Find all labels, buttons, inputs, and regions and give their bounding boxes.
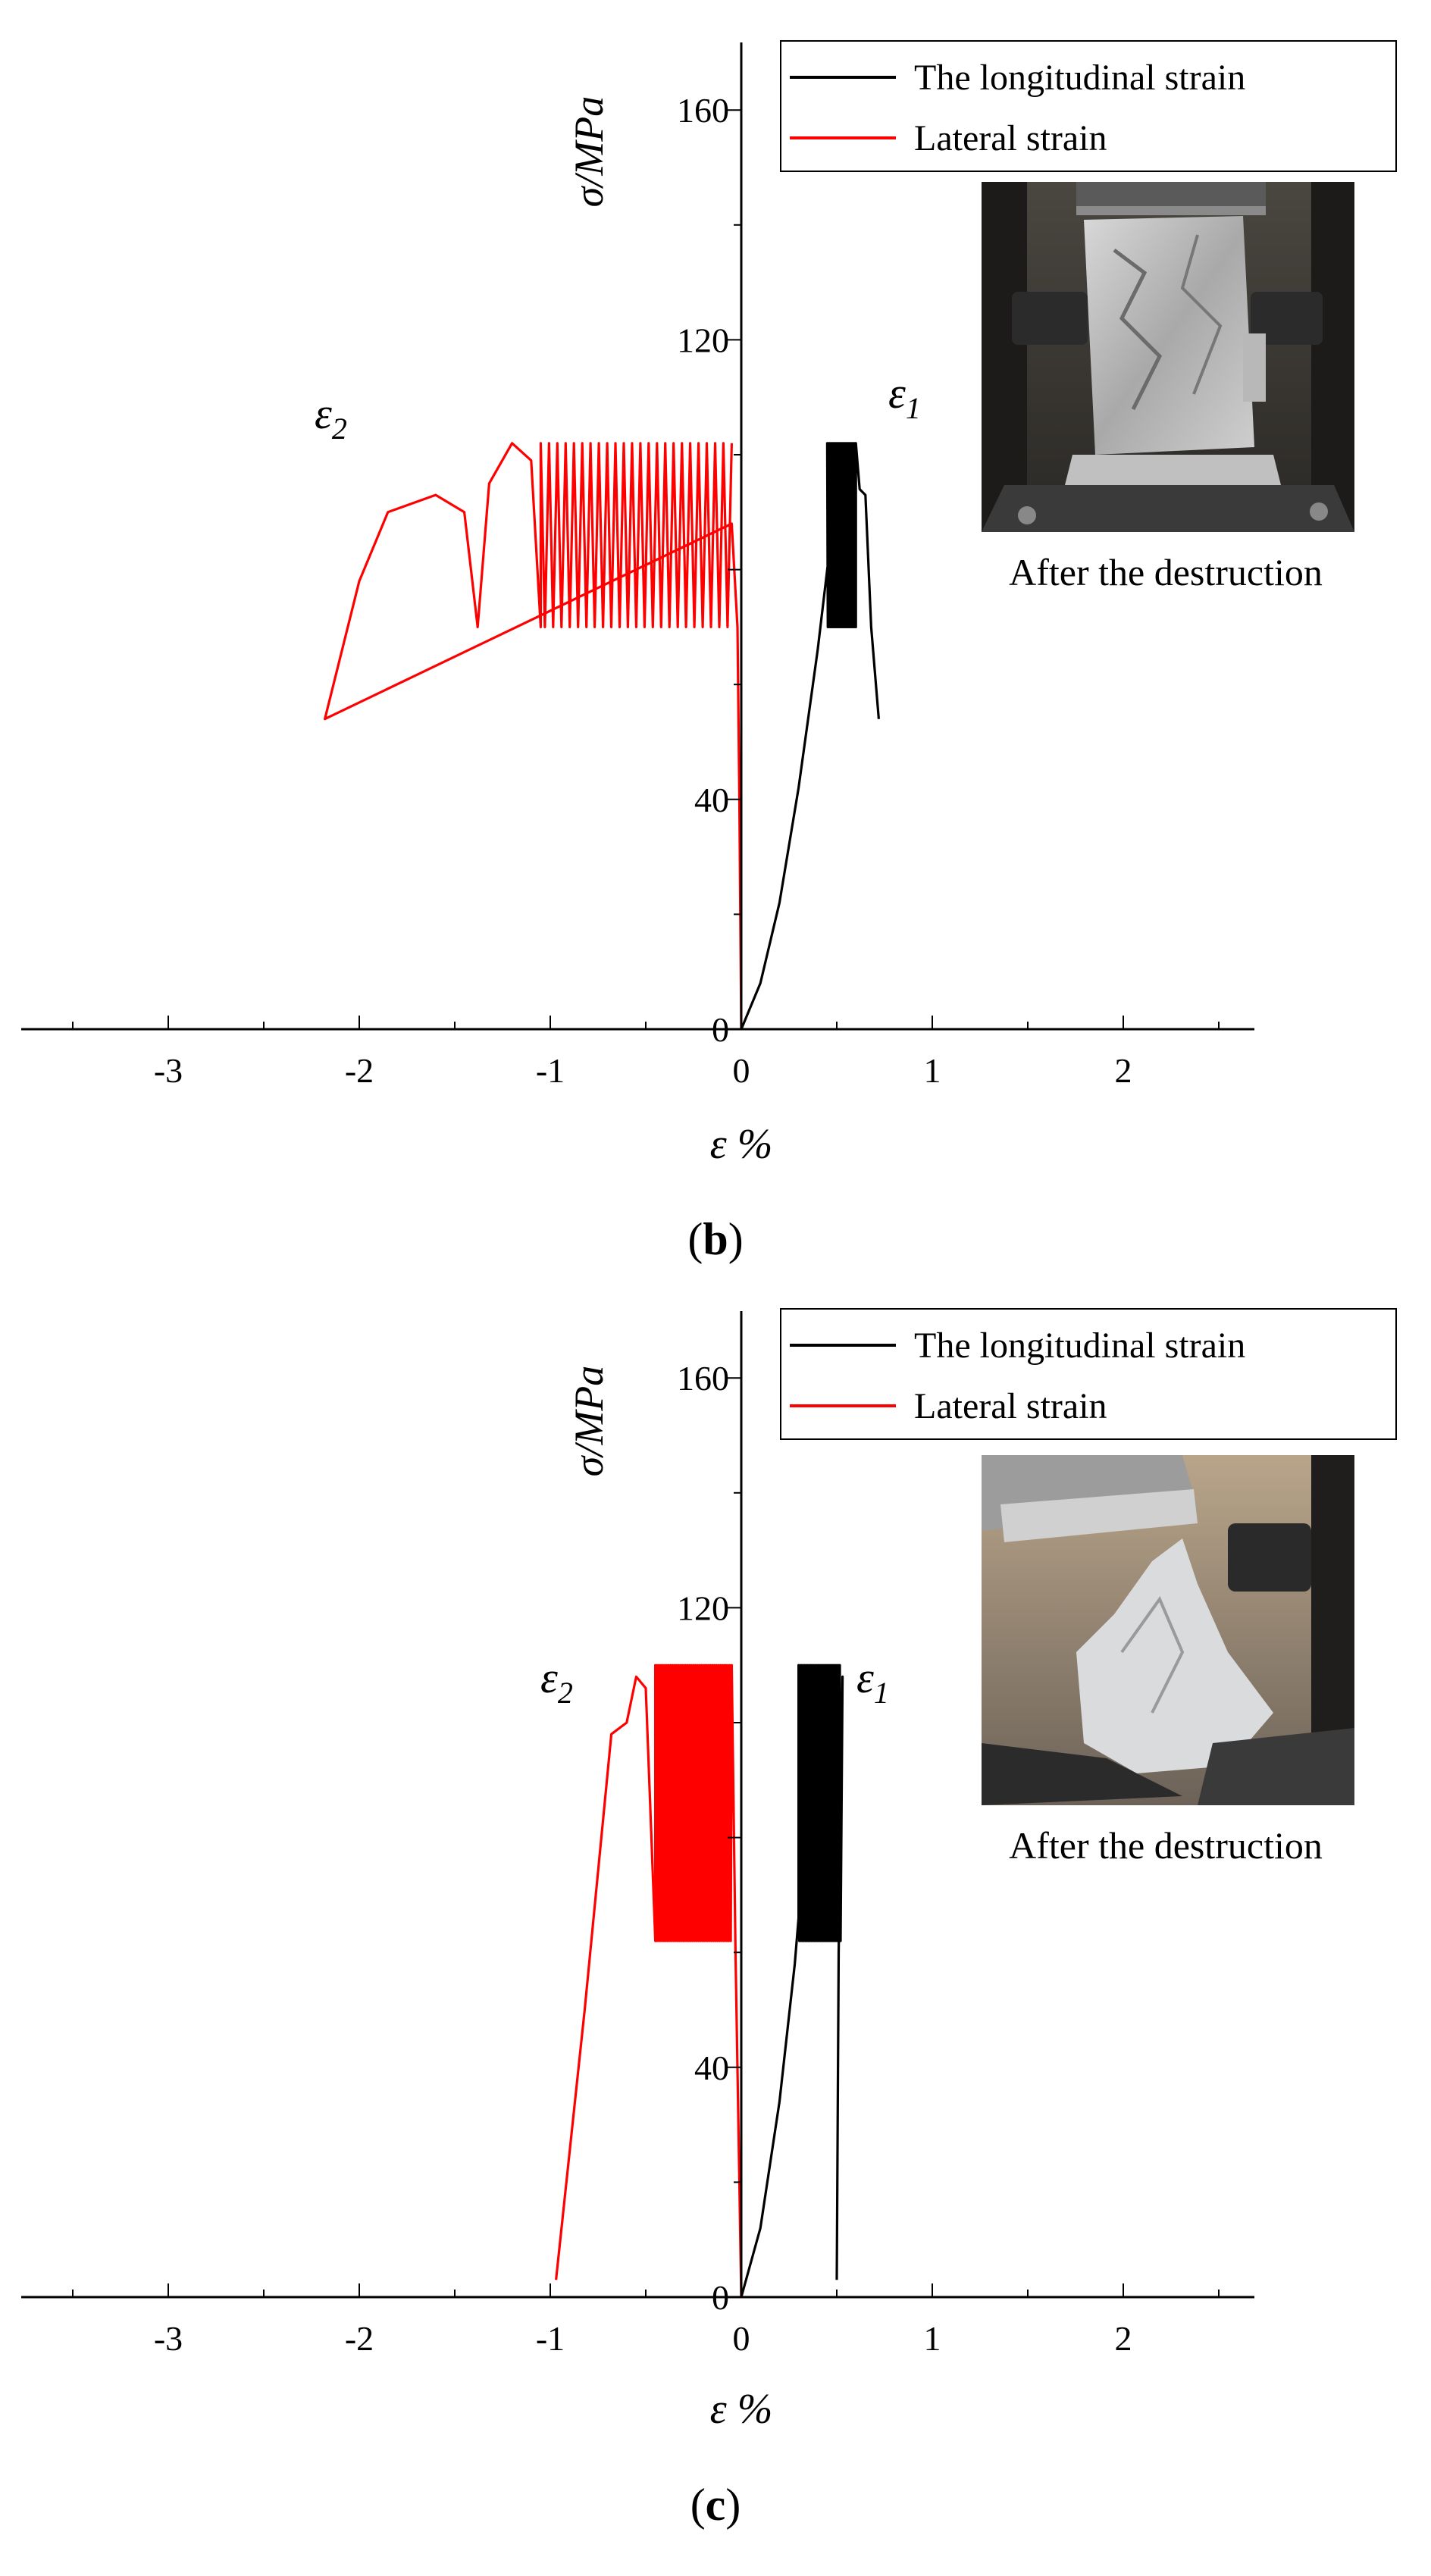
series-line-lateral (324, 442, 743, 1030)
annotation-epsilon-1: ε1 (856, 1653, 889, 1710)
x-tick-label: -2 (345, 2319, 374, 2358)
x-tick-label: 1 (924, 2319, 941, 2358)
panel-label: (b) (687, 1214, 743, 1264)
annotation-epsilon-2: ε2 (540, 1653, 573, 1710)
series-layer (555, 1664, 844, 2298)
legend-label-longitudinal: The longitudinal strain (914, 58, 1245, 98)
legend-label-lateral: Lateral strain (914, 118, 1107, 158)
inset-caption: After the destruction (1009, 1824, 1323, 1867)
y-axis-ticks: 0 40 120 160 (677, 91, 741, 1049)
y-tick-label: 40 (694, 781, 729, 819)
legend: The longitudinal strain Lateral strain (780, 1308, 1397, 1440)
panel-letter: c (706, 2480, 726, 2530)
x-axis-ticks: -3 -2 -1 0 1 2 (72, 1016, 1220, 1090)
legend: The longitudinal strain Lateral strain (780, 40, 1397, 172)
y-axis-label: σ/MPa (566, 1366, 612, 1477)
x-tick-label: -1 (536, 2319, 565, 2358)
y-axis-label: σ/MPa (566, 96, 612, 208)
x-tick-label: -1 (536, 1051, 565, 1090)
series-layer (324, 442, 880, 1030)
x-axis-ticks: -3 -2 -1 0 1 2 (72, 2283, 1220, 2358)
y-tick-label: 0 (712, 2278, 729, 2317)
panel-letter: b (703, 1214, 728, 1264)
chart-panel-b: -3 -2 -1 0 1 2 0 40 120 160 σ/MPa ε % ε2 ε1 The … (21, 40, 1397, 1264)
series-line-longitudinal (740, 1664, 844, 2298)
inset-photo-after-destruction (982, 1455, 1354, 1805)
inset-photo-after-destruction (982, 182, 1354, 532)
y-axis-ticks: 0 40 120 160 (677, 1359, 741, 2317)
y-tick-label: 0 (712, 1010, 729, 1049)
panel-label: (c) (690, 2480, 741, 2530)
x-axis-label: ε % (710, 2386, 773, 2433)
series-line-lateral (555, 1664, 743, 2298)
legend-label-lateral: Lateral strain (914, 1386, 1107, 1426)
x-tick-label: -2 (345, 1051, 374, 1090)
series-line-longitudinal (740, 442, 880, 1030)
x-axis-label: ε % (710, 1121, 773, 1168)
annotation-epsilon-2: ε2 (315, 389, 347, 446)
x-tick-label: -3 (154, 2319, 183, 2358)
x-tick-label: 2 (1115, 1051, 1132, 1090)
x-tick-label: -3 (154, 1051, 183, 1090)
legend-box (780, 40, 1397, 172)
y-tick-label: 120 (677, 321, 729, 359)
y-tick-label: 40 (694, 2049, 729, 2087)
x-tick-label: 0 (733, 1051, 750, 1090)
annotation-epsilon-1: ε1 (888, 368, 921, 425)
y-tick-label: 160 (677, 1359, 729, 1398)
x-tick-label: 1 (924, 1051, 941, 1090)
chart-panel-c: -3 -2 -1 0 1 2 0 40 120 160 σ/MPa ε % ε2 ε1 The … (21, 1308, 1397, 2530)
inset-caption: After the destruction (1009, 551, 1323, 593)
legend-label-longitudinal: The longitudinal strain (914, 1326, 1245, 1366)
legend-box (780, 1308, 1397, 1440)
x-tick-label: 2 (1115, 2319, 1132, 2358)
x-tick-label: 0 (733, 2319, 750, 2358)
y-tick-label: 160 (677, 91, 729, 130)
y-tick-label: 120 (677, 1588, 729, 1627)
